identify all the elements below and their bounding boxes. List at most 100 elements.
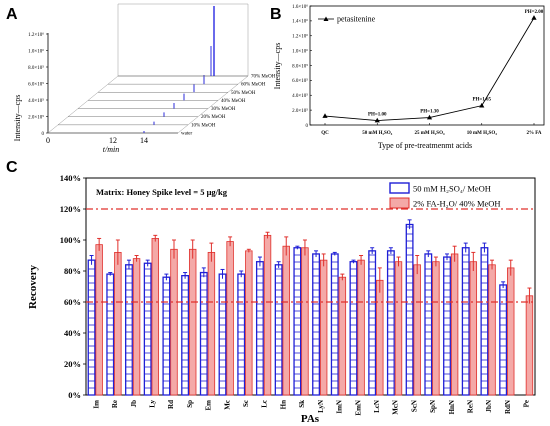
panel-b-point-label-2: PH=1.30: [420, 110, 439, 115]
panel-c-bar-1-Sp-body: [181, 274, 190, 396]
panel-b-point-label-1: PH=1.00: [368, 113, 387, 118]
panel-c-x-tick-EmN: EmN: [354, 400, 362, 416]
legend-swatch-series-2: [389, 197, 410, 209]
panel-b-point-4: [531, 15, 537, 20]
panel-c-x-tick-Pe: Pe: [523, 400, 531, 407]
panel-c-bar-1-ReN-body: [461, 247, 470, 396]
panel-c-bar-1-Lc: [255, 261, 264, 396]
panel-c-bar-1-Im: [87, 259, 96, 396]
panel-a-y-tick-1: 2.0×10⁵: [28, 115, 44, 121]
panel-b-y-tick-1: 2.0×10⁵: [292, 108, 308, 114]
panel-a-back-wall: [117, 3, 249, 77]
panel-c-y-tick-6: 120%: [60, 204, 81, 214]
panel-c-bar-1-Sp: [181, 274, 190, 396]
panel-c-x-tick-McN: McN: [392, 400, 400, 415]
panel-c-x-tick-ImN: ImN: [336, 400, 344, 414]
panel-b: B 0 2.0×10⁵ 4.0×10⁵ 6.0×10⁵ 8.0×10⁵ 1.0×10⁶ 1.…: [270, 4, 545, 150]
panel-c-bar-1-Jb: [125, 264, 133, 396]
panel-c-y-tick-4: 80%: [64, 266, 81, 276]
panel-b-y-tick-5: 1.0×10⁶: [292, 48, 308, 54]
panel-c-y-tick-1: 20%: [64, 359, 81, 369]
panel-c-bar-1-Re: [106, 273, 115, 396]
panel-b-y-tick-0: 0: [306, 124, 309, 129]
panel-b-legend-label: petasitenine: [337, 15, 376, 24]
panel-c-bar-1-Hn-body: [274, 264, 283, 396]
panel-c-x-tick-LyN: LyN: [317, 400, 325, 413]
panel-b-y-tick-8: 1.6×10⁶: [292, 4, 308, 10]
panel-c-bar-1-Sk-body: [293, 247, 302, 396]
panel-c-bar-1-Rd: [162, 276, 171, 396]
panel-c-bar-1-Re-body: [106, 273, 115, 396]
panel-a-trace-label-6: 60% MeOH: [241, 83, 266, 88]
panel-a-x-tick-14: 14: [140, 136, 148, 145]
panel-a-x-label: t/min: [103, 145, 119, 154]
panel-b-x-label: Type of pre-treatmenmt acids: [378, 141, 472, 150]
panel-c-bar-2-ImN: [338, 276, 347, 396]
panel-c-bar-2-EmN: [357, 259, 365, 396]
panel-c-y-tick-5: 100%: [60, 235, 81, 245]
panel-b-x-tick-1: 50 mM H₂SO₄: [362, 131, 392, 136]
panel-b-point-1: [374, 117, 380, 123]
panel-a-x-tick-12: 12: [109, 136, 117, 145]
panel-c-bar-1-JbN-body: [480, 247, 489, 396]
panel-c-x-tick-Sc: Sc: [242, 400, 250, 407]
panel-c-bar-1-ScN-body: [405, 223, 414, 396]
panel-c-bar-2-Re: [114, 251, 122, 396]
panel-a-trace-label-4: 40% MeOH: [221, 99, 246, 104]
panel-a-y-tick-4: 8.0×10⁵: [28, 65, 44, 71]
panel-c-bar-2-Im: [95, 244, 103, 396]
panel-a-trace-label-5: 50% MeOH: [231, 91, 256, 96]
panel-c-x-tick-ScN: ScN: [410, 400, 418, 412]
panel-b-point-label-4: PH=2.00: [525, 10, 544, 15]
panel-c-bar-1-Em: [199, 271, 208, 396]
panel-c-x-tick-Em: Em: [205, 400, 213, 411]
panel-c-bar-2-Hn: [282, 245, 290, 396]
panel-c-bar-2-Sc: [245, 250, 253, 396]
panel-c-bar-1-RdN: [499, 284, 508, 396]
panel-c-bar-1-Mc: [218, 273, 227, 396]
panel-a-trace-label-7: 70% MeOH: [251, 75, 276, 80]
panel-c-x-label: PAs: [301, 413, 320, 425]
panel-a-traces: water 10% MeOH 20% MeOH 30% MeOH 40% MeOH 50%…: [48, 6, 276, 137]
panel-b-y-label: Intensity—cps: [273, 43, 282, 90]
panel-c-bar-2-McN: [394, 261, 403, 396]
panel-c-x-tick-Jb: Jb: [130, 400, 138, 408]
panel-c-bar-1-Sc: [237, 273, 246, 396]
panel-c-bar-1-Em-body: [199, 271, 208, 396]
panel-b-y-tick-4: 8.0×10⁵: [292, 63, 308, 69]
panel-c-legend: 50 mM H₂SO₄/ MeOH 2% FA-H₂O/ 40% MeOH: [389, 182, 501, 209]
panel-a-y-tick-3: 6.0×10⁵: [28, 82, 44, 88]
panel-c-bar-2-JbN: [488, 264, 496, 396]
panel-c-bar-1-SpN: [424, 253, 433, 396]
panel-c-x-tick-Lc: Lc: [261, 400, 269, 408]
panel-c-x-tick-Rd: Rd: [167, 400, 175, 409]
panel-a-x-tick-0: 0: [46, 136, 50, 145]
panel-a-y-tick-2: 4.0×10⁵: [28, 98, 44, 104]
panel-b-point-3: [479, 102, 485, 108]
panel-c-bar-1-Lc-body: [255, 261, 264, 396]
panel-c-bar-2-Sp: [188, 248, 197, 396]
panel-c-bar-1-Jb-body: [125, 264, 133, 396]
panel-c-bar-2-HnN: [450, 253, 459, 396]
panel-c-x-tick-SpN: SpN: [429, 400, 437, 413]
panel-c-bar-1-Hn: [274, 264, 283, 396]
panel-c-bar-2-RdN: [507, 267, 515, 396]
panel-c-bar-1-ImN: [330, 253, 339, 396]
panel-c-y-label: Recovery: [27, 265, 39, 309]
panel-a-trace-label-2: 20% MeOH: [201, 115, 226, 120]
panel-b-x-tick-2: 25 mM H₂SO₄: [415, 131, 445, 136]
panel-b-x-tick-4: 2% FA: [526, 131, 541, 136]
panel-b-y-tick-2: 4.0×10⁵: [292, 93, 308, 99]
panel-c-x-ticks: Im Re Jb Ly Rd Sp Em Mc Sc Lc Hn Sk LyN ImN EmN LcN McN S…: [92, 400, 530, 416]
panel-c-bar-1-Ly: [143, 262, 152, 396]
panel-c-x-tick-Re: Re: [111, 400, 119, 408]
panel-c-bar-2-Pe: [525, 295, 534, 396]
panel-b-legend-marker: [323, 16, 329, 21]
panel-c-bar-2-LyN: [319, 259, 328, 396]
panel-c-bar-1-Rd-body: [162, 276, 171, 396]
panel-c-x-tick-Sp: Sp: [186, 400, 194, 408]
panel-c-y-tick-0: 0%: [68, 390, 81, 400]
panel-c-bar-2-Ly: [151, 238, 159, 396]
panel-c-x-tick-Mc: Mc: [223, 400, 231, 410]
panel-c-bar-1-LcN: [368, 250, 377, 396]
